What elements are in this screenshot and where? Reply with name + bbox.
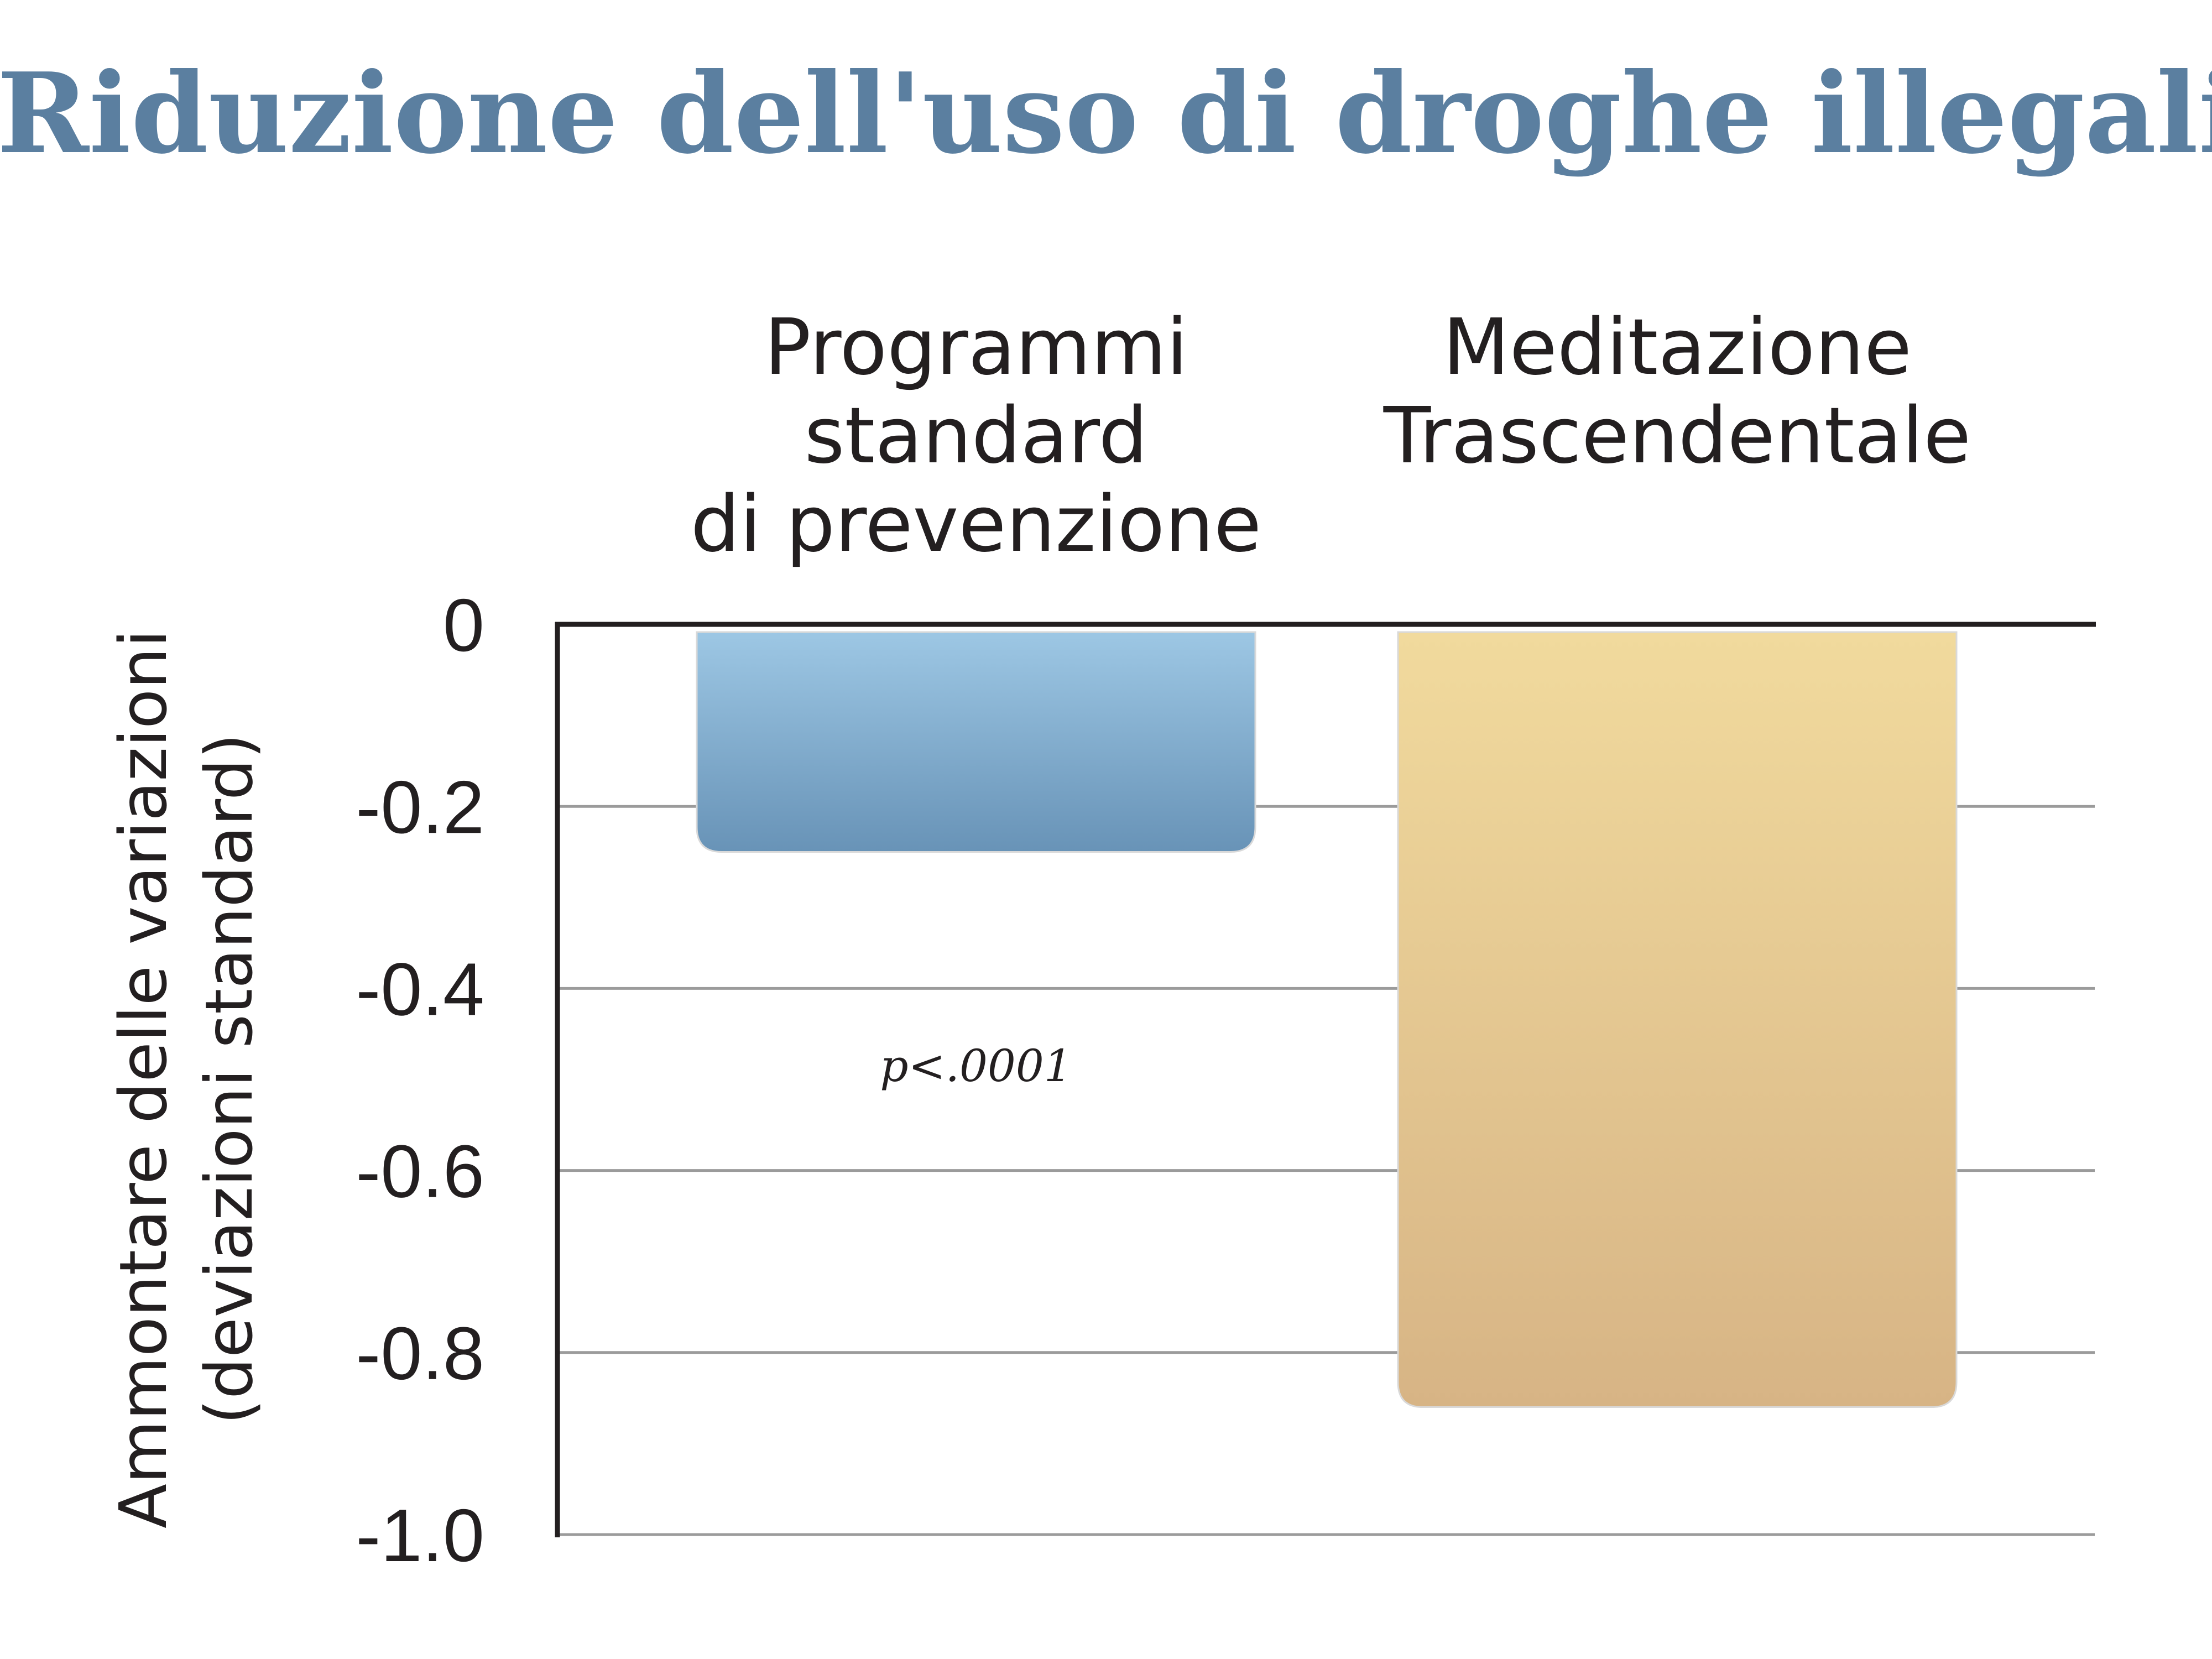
chart-title: Riduzione dell'uso di droghe illegali xyxy=(0,49,2212,179)
y-axis-label: Ammontare delle variazioni (deviazioni s… xyxy=(105,629,267,1528)
y-tick-label: -0.4 xyxy=(356,947,484,1031)
y-tick-label: 0 xyxy=(443,583,484,667)
y-axis-label-line-1: Ammontare delle variazioni xyxy=(105,629,181,1528)
bar-0 xyxy=(696,631,1256,853)
category-label: Trascendentale xyxy=(1383,391,1971,481)
y-tick-label: -0.6 xyxy=(356,1130,484,1213)
y-tick-labels: 0 -0.2 -0.4 -0.6 -0.8 -1.0 xyxy=(356,583,484,1577)
y-tick-label: -0.2 xyxy=(356,765,484,849)
category-label: standard xyxy=(805,391,1148,481)
y-tick-label: -1.0 xyxy=(356,1494,484,1577)
bar-1 xyxy=(1397,631,1958,1408)
p-value-annotation: p<.0001 xyxy=(880,1040,1072,1092)
category-label: di prevenzione xyxy=(691,479,1261,570)
category-label: Meditazione xyxy=(1443,302,1912,393)
y-axis-label-line-2: (deviazioni standard) xyxy=(191,733,267,1425)
y-tick-label: -0.8 xyxy=(356,1312,484,1395)
category-label: Programmi xyxy=(764,302,1188,393)
bars xyxy=(696,631,1958,1408)
